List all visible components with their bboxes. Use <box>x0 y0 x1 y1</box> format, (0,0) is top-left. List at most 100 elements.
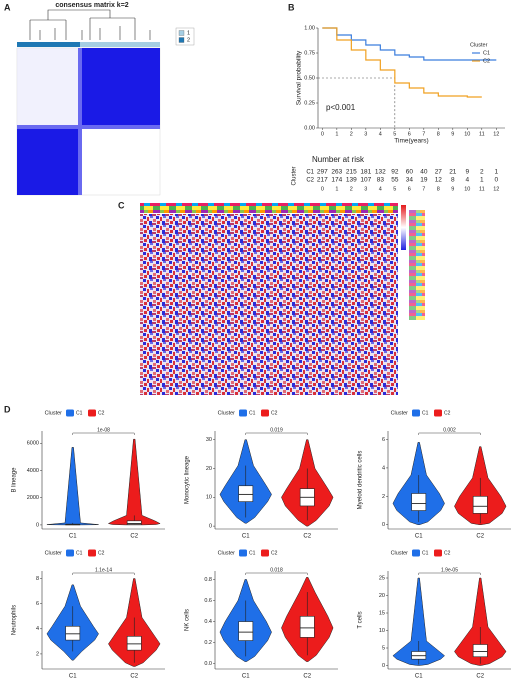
y-tick-label: 0.00 <box>304 125 315 131</box>
legend-label: C2 <box>98 550 105 556</box>
legend-swatch <box>239 549 247 557</box>
x-tick-label: C1 <box>415 674 423 680</box>
y-axis-label: Myeloid dendritic cells <box>358 451 364 510</box>
legend-label: C1 <box>422 410 429 416</box>
significance-bracket <box>245 432 308 435</box>
x-tick-label: 0 <box>321 131 324 137</box>
heatmap-legend <box>409 210 425 320</box>
legend-swatch <box>66 549 74 557</box>
legend-label: C1 <box>76 550 83 556</box>
legend-label: C2 <box>98 410 105 416</box>
risk-count: 19 <box>420 177 428 184</box>
legend-label: C1 <box>249 550 256 556</box>
x-tick-label: 6 <box>408 131 411 137</box>
x-tick-label: 4 <box>379 186 382 192</box>
box <box>126 520 142 525</box>
x-tick-label: 12 <box>493 131 499 137</box>
x-tick-label: 6 <box>408 186 411 192</box>
y-tick-label: 30 <box>206 437 212 443</box>
legend-swatch <box>434 549 442 557</box>
survival-curve <box>322 27 497 61</box>
y-tick-label: 10 <box>379 628 385 634</box>
x-tick-label: C2 <box>130 674 138 680</box>
legend-label: C2 <box>444 550 451 556</box>
y-tick-label: 2 <box>36 651 39 657</box>
x-tick-label: C2 <box>303 674 311 680</box>
expression-heatmap <box>140 214 398 395</box>
panel-label: D <box>4 404 11 414</box>
legend-label: C2 <box>444 410 451 416</box>
y-tick-label: 0.75 <box>304 50 315 56</box>
x-tick-label: 1 <box>335 186 338 192</box>
x-tick-label: C1 <box>242 534 250 540</box>
x-tick-label: 7 <box>422 186 425 192</box>
y-tick-label: 0.8 <box>204 577 212 583</box>
p-value: 1.1e-14 <box>95 567 112 573</box>
risk-count: 9 <box>465 169 469 176</box>
y-axis-label: Survival probability <box>296 50 303 105</box>
violin <box>392 577 445 666</box>
legend-label: C2 <box>483 58 490 64</box>
legend-swatch <box>412 409 420 417</box>
legend-swatch <box>434 409 442 417</box>
legend-label: 1 <box>187 30 190 36</box>
legend-swatch <box>178 37 185 43</box>
box <box>126 636 142 651</box>
x-tick-label: 10 <box>464 186 470 192</box>
y-tick-label: 1.00 <box>304 25 315 31</box>
risk-count: 60 <box>406 169 414 176</box>
legend-swatch <box>412 549 420 557</box>
y-axis-label: B lineage <box>12 467 18 493</box>
p-value: 1e-08 <box>97 427 110 433</box>
risk-count: 12 <box>435 177 443 184</box>
y-tick-label: 10 <box>206 495 212 501</box>
risk-table-ylabel: Cluster <box>292 166 298 185</box>
y-tick-label: 0.50 <box>304 75 315 81</box>
risk-count: 83 <box>377 177 385 184</box>
risk-count: 27 <box>435 169 443 176</box>
y-tick-label: 2 <box>382 494 385 500</box>
x-tick-label: C1 <box>69 534 77 540</box>
legend-swatch <box>88 549 96 557</box>
y-tick-label: 0.0 <box>204 661 212 667</box>
panel-label: A <box>4 2 11 12</box>
panel-label: B <box>288 2 295 12</box>
y-tick-label: 0 <box>382 663 385 669</box>
legend-title: Cluster <box>45 410 63 416</box>
legend-box <box>175 27 195 46</box>
box <box>238 621 254 641</box>
significance-bracket <box>245 572 308 575</box>
risk-count: 215 <box>346 169 357 176</box>
legend-label: C1 <box>249 410 256 416</box>
x-tick-label: 3 <box>364 186 367 192</box>
y-axis-label: Neutrophils <box>12 605 18 635</box>
y-tick-label: 0.25 <box>304 100 315 106</box>
panel-label: C <box>118 200 125 210</box>
y-tick-label: 0.6 <box>204 598 212 604</box>
y-tick-label: 2000 <box>27 495 39 501</box>
box <box>65 625 81 641</box>
consensus-heatmap <box>16 47 161 196</box>
y-tick-label: 4000 <box>27 468 39 474</box>
x-tick-label: 2 <box>350 186 353 192</box>
legend-title: Cluster <box>218 550 236 556</box>
x-tick-label: 4 <box>379 131 382 137</box>
box <box>472 496 488 514</box>
y-tick-label: 25 <box>379 575 385 581</box>
risk-count: 21 <box>449 169 457 176</box>
p-value: 0.019 <box>270 427 283 433</box>
y-tick-label: 0.4 <box>204 619 212 625</box>
risk-count: 139 <box>346 177 357 184</box>
legend-title: Cluster <box>45 550 63 556</box>
legend-label: C1 <box>422 550 429 556</box>
y-tick-label: 6 <box>36 601 39 607</box>
y-tick-label: 15 <box>379 610 385 616</box>
risk-count: 1 <box>494 169 498 176</box>
y-tick-label: 4 <box>382 465 385 471</box>
x-tick-label: 11 <box>479 186 485 192</box>
dendrogram <box>29 9 151 40</box>
risk-count: 217 <box>317 177 328 184</box>
x-tick-label: C2 <box>303 534 311 540</box>
x-tick-label: 8 <box>437 186 440 192</box>
